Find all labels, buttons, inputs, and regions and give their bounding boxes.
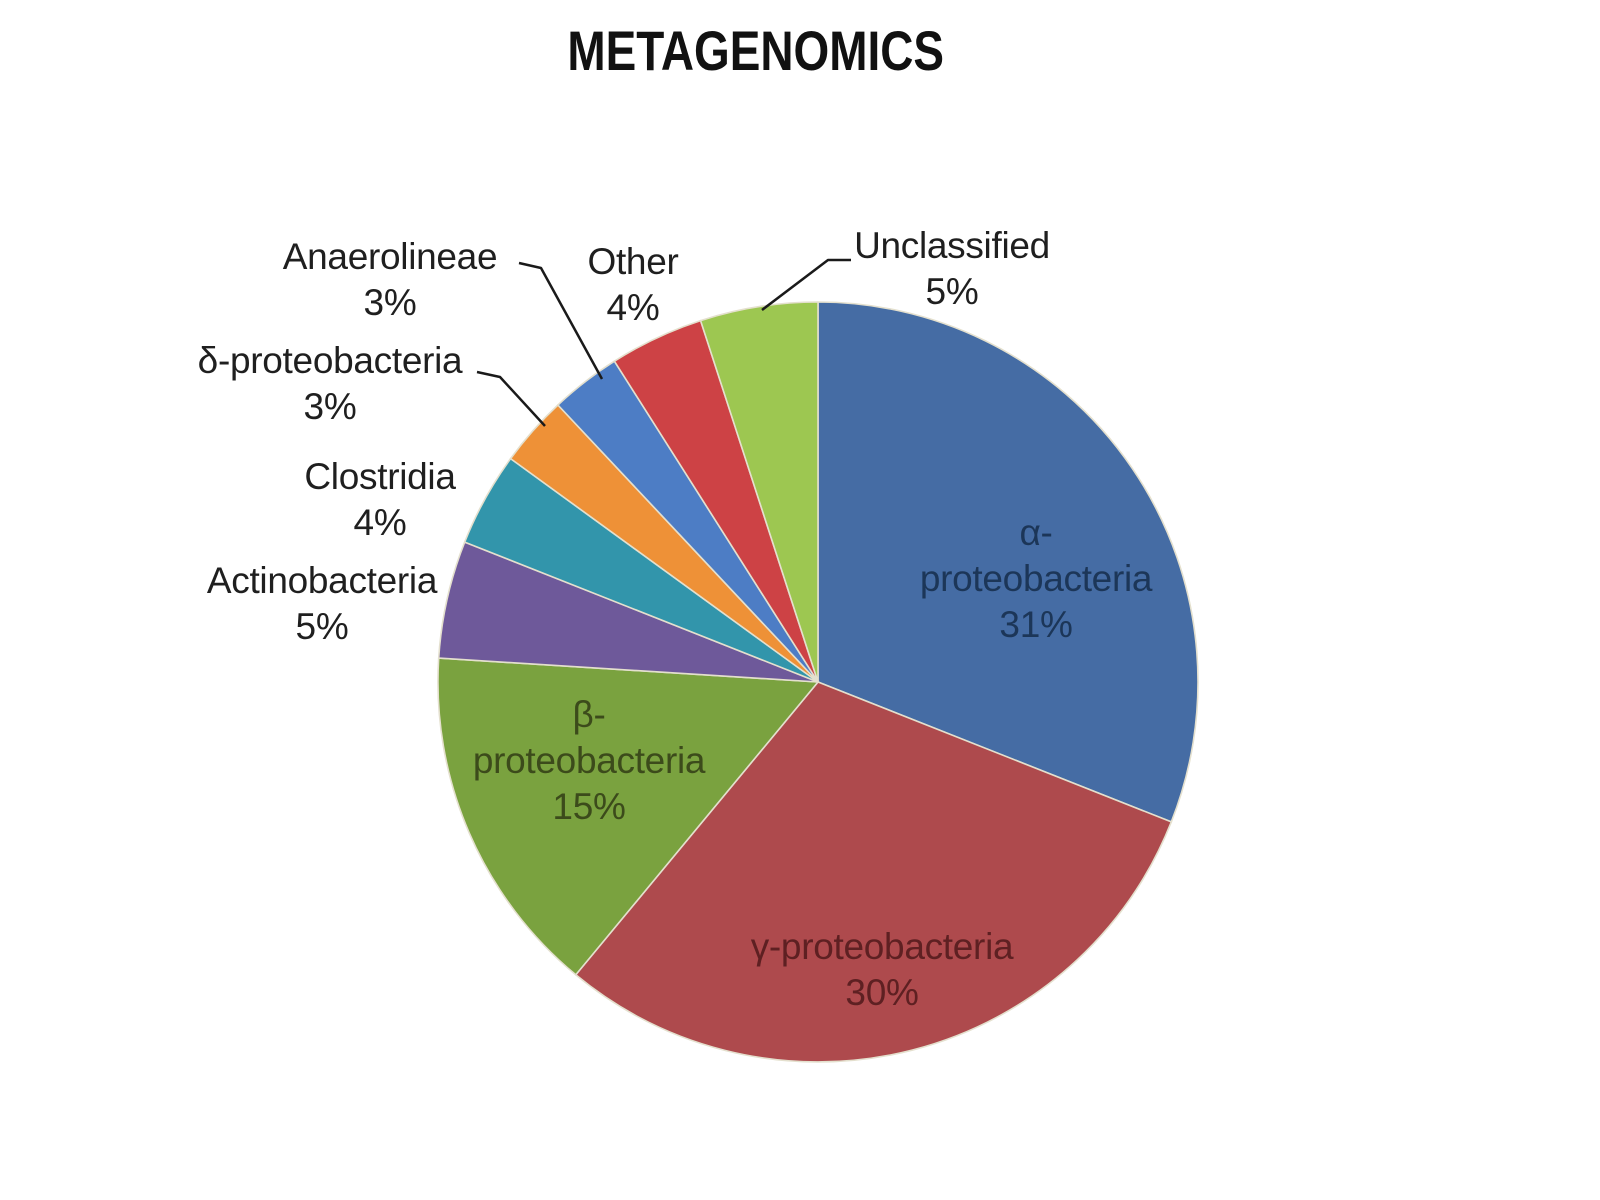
label-line: proteobacteria — [919, 558, 1153, 599]
label-percent: 4% — [353, 502, 407, 543]
label-percent: 5% — [295, 606, 349, 647]
leader-line-delta-proteobacteria — [476, 370, 546, 427]
label-line: proteobacteria — [472, 740, 706, 781]
slice-label-other: Other 4% — [587, 239, 678, 331]
slice-label-anaerolineae: Anaerolineae 3% — [282, 234, 498, 326]
label-line: α- — [1019, 512, 1053, 553]
label-line: Actinobacteria — [206, 560, 438, 601]
slice-label-unclassified: Unclassified 5% — [854, 223, 1050, 315]
label-line: Unclassified — [854, 225, 1050, 266]
slice-label-gamma-proteobacteria: γ-proteobacteria 30% — [751, 924, 1014, 1016]
leader-line-unclassified — [761, 258, 851, 311]
label-percent: 3% — [363, 282, 417, 323]
chart-title: METAGENOMICS — [567, 19, 945, 82]
label-percent: 5% — [925, 271, 979, 312]
label-percent: 15% — [552, 786, 626, 827]
label-line: γ-proteobacteria — [750, 926, 1014, 967]
slice-label-alpha-proteobacteria: α- proteobacteria 31% — [919, 510, 1153, 648]
pie-slice-alpha-proteobacteria — [817, 301, 1199, 823]
label-line: δ-proteobacteria — [197, 340, 463, 381]
pie-slice-unclassified — [699, 301, 819, 683]
label-line: Anaerolineae — [282, 236, 498, 277]
label-percent: 30% — [845, 972, 919, 1013]
slice-label-actinobacteria: Actinobacteria 5% — [206, 558, 438, 650]
leader-lines — [476, 258, 851, 427]
pie-slice-gamma-proteobacteria — [575, 681, 1173, 1063]
pie-slice-beta-proteobacteria — [437, 657, 819, 976]
label-percent: 31% — [999, 604, 1073, 645]
label-line: Clostridia — [304, 456, 456, 497]
label-percent: 3% — [303, 386, 357, 427]
label-line: Other — [587, 241, 679, 282]
title-container: METAGENOMICS — [0, 18, 1512, 83]
label-line: β- — [572, 694, 606, 735]
slice-label-beta-proteobacteria: β- proteobacteria 15% — [472, 692, 706, 830]
pie-slices — [437, 301, 1199, 1063]
slice-label-clostridia: Clostridia 4% — [304, 454, 456, 546]
leader-line-anaerolineae — [518, 261, 604, 380]
label-percent: 4% — [606, 287, 660, 328]
slice-label-delta-proteobacteria: δ-proteobacteria 3% — [198, 338, 463, 430]
